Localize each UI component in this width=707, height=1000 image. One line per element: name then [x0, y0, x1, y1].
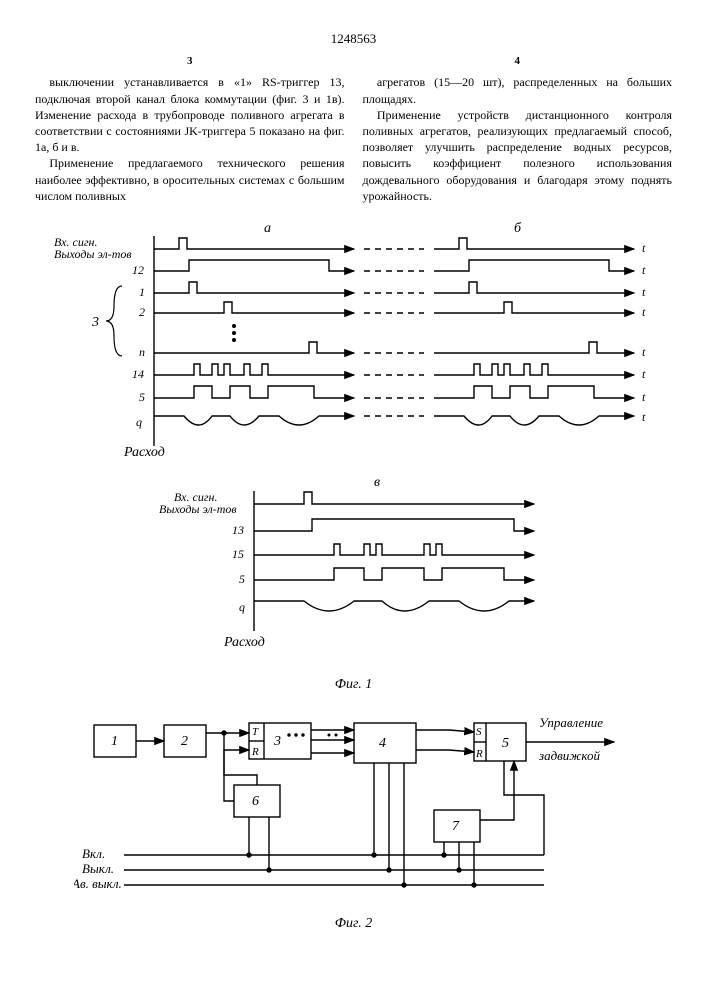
svg-text:T: T [252, 726, 259, 738]
row-label-1: 1 [139, 285, 145, 299]
right-col-num: 4 [363, 54, 673, 69]
svg-text:R: R [475, 748, 483, 760]
svg-text:2: 2 [181, 734, 188, 749]
svg-text:Выкл.: Выкл. [82, 861, 114, 876]
svg-text:4: 4 [379, 736, 386, 751]
svg-text:7: 7 [452, 819, 460, 834]
row-label-q: q [136, 415, 142, 429]
fig1-caption: Фиг. 1 [35, 676, 672, 695]
svg-text:S: S [476, 726, 482, 738]
left-p1: выключении устанавливается в «1» RS-триг… [35, 74, 345, 155]
svg-text:t: t [642, 241, 646, 255]
svg-text:задвижкой: задвижкой [538, 748, 600, 763]
section-b-label: б [514, 221, 522, 236]
row-label-2: 2 [139, 305, 145, 319]
right-column: 4 агрегатов (15—20 шт), распределенных н… [363, 54, 673, 204]
right-p2: Применение устройств дистанционного конт… [363, 107, 673, 204]
row-label-14: 14 [132, 367, 144, 381]
svg-text:6: 6 [252, 794, 259, 809]
svg-text:13: 13 [232, 523, 244, 537]
svg-text:t: t [642, 305, 646, 319]
svg-text:Управление: Управление [539, 715, 603, 730]
svg-text:Ав. выкл.: Ав. выкл. [74, 876, 122, 891]
text-columns: 3 выключении устанавливается в «1» RS-тр… [35, 54, 672, 204]
svg-text:t: t [642, 410, 646, 424]
svg-text:Вкл.: Вкл. [82, 846, 105, 861]
svg-text:5: 5 [239, 572, 245, 586]
svg-text:15: 15 [232, 547, 244, 561]
section-v-label: в [374, 475, 380, 490]
x-label-rashod-2: Расход [223, 635, 265, 650]
row-label-vyh: Выходы эл-тов [54, 247, 132, 261]
svg-text:t: t [642, 367, 646, 381]
svg-text:3: 3 [273, 734, 281, 749]
left-p2: Применение предлагаемого технического ре… [35, 155, 345, 204]
right-p1: агрегатов (15—20 шт), распределенных на … [363, 74, 673, 106]
svg-text:1: 1 [111, 734, 118, 749]
bracket-3-label: 3 [91, 315, 99, 330]
row-label-5: 5 [139, 390, 145, 404]
left-column: 3 выключении устанавливается в «1» RS-тр… [35, 54, 345, 204]
svg-text:R: R [251, 746, 259, 758]
row-label-n: n [139, 345, 145, 359]
section-a-label: а [264, 221, 271, 236]
x-label-rashod-1: Расход [123, 445, 165, 460]
fig2-caption: Фиг. 2 [35, 915, 672, 934]
svg-text:t: t [642, 390, 646, 404]
row-label-12: 12 [132, 263, 144, 277]
svg-text:Выходы эл-тов: Выходы эл-тов [159, 502, 237, 516]
svg-text:t: t [642, 285, 646, 299]
svg-text:q: q [239, 600, 245, 614]
figure-2: 1 2 3 4 5 6 7 S R T R [74, 705, 634, 905]
doc-number: 1248563 [35, 30, 672, 48]
svg-text:t: t [642, 345, 646, 359]
svg-text:5: 5 [502, 736, 509, 751]
figure-1: а б Вх. сигн. Выходы эл-тов 12 1 2 n 14 … [44, 216, 664, 666]
svg-text:t: t [642, 263, 646, 277]
left-col-num: 3 [35, 54, 345, 69]
